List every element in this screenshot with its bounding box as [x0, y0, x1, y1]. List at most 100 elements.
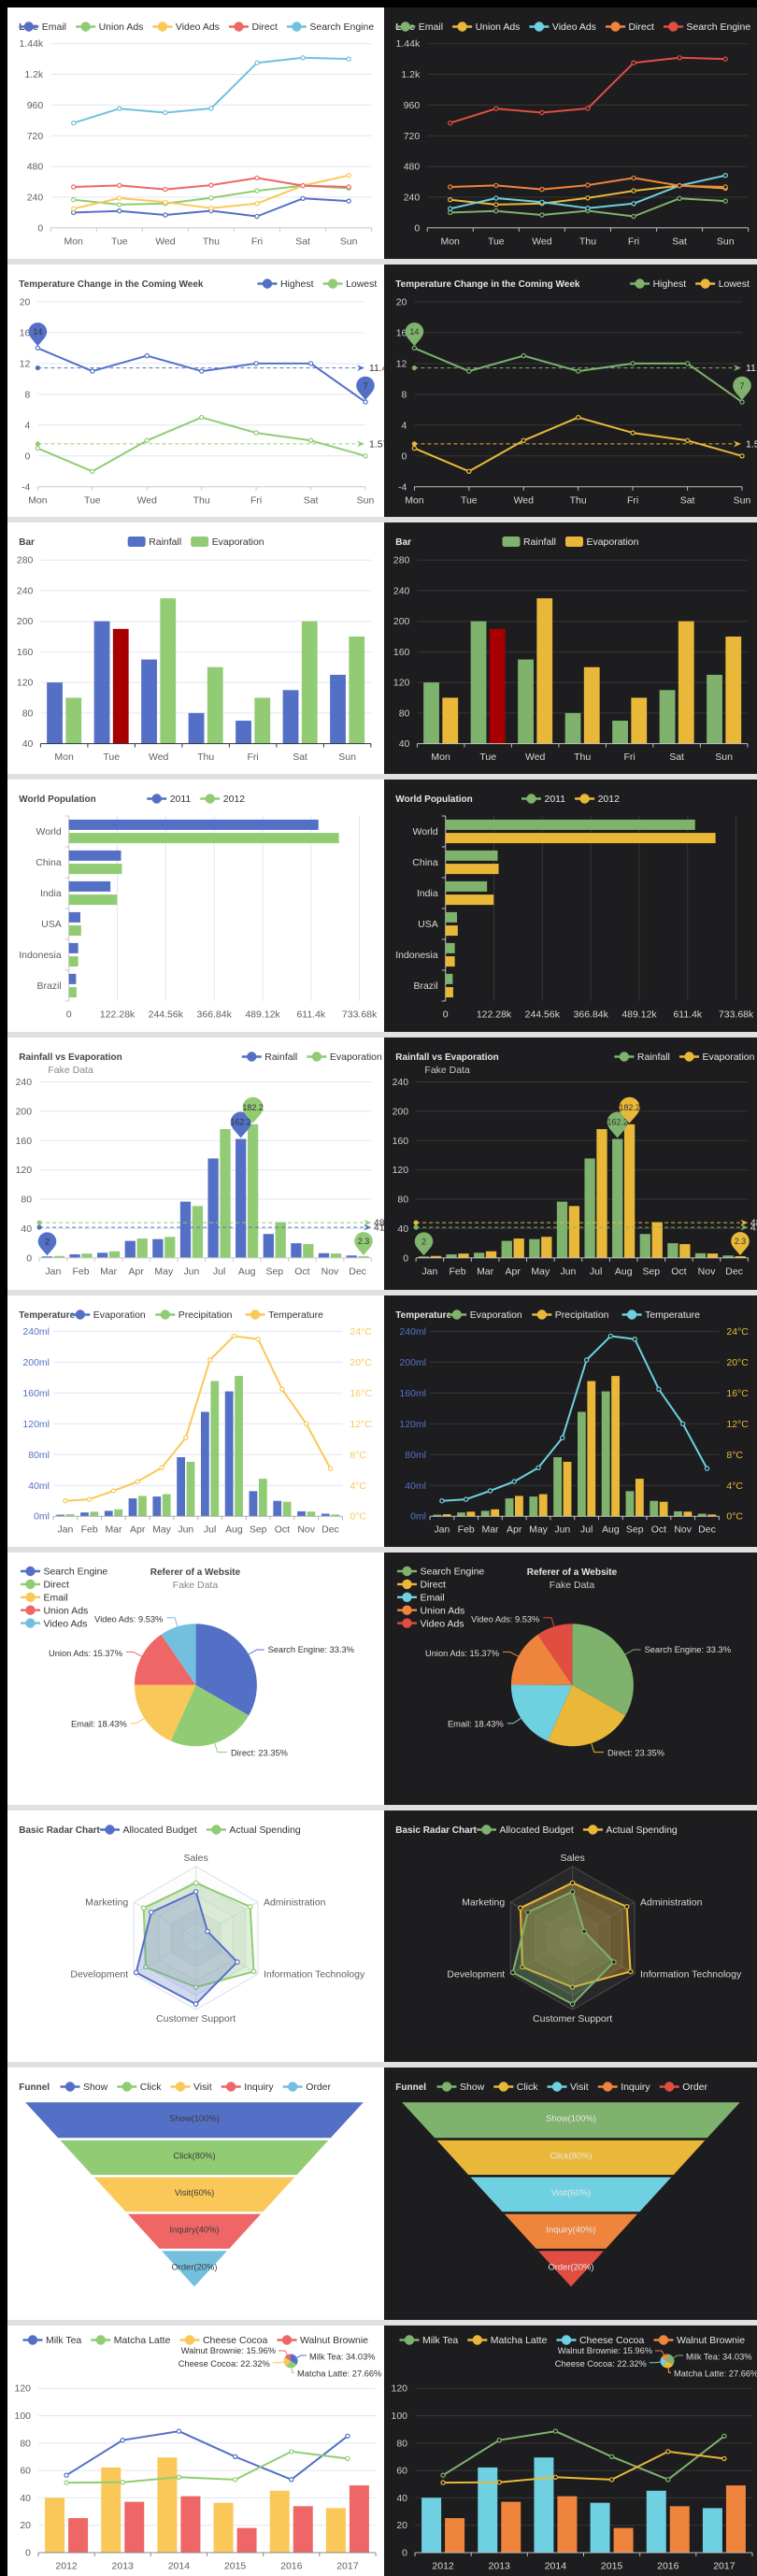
svg-text:Development: Development: [70, 1969, 128, 1980]
svg-text:0: 0: [65, 1010, 71, 1021]
svg-text:244.56k: 244.56k: [525, 1010, 561, 1021]
svg-text:Customer Support: Customer Support: [533, 2014, 612, 2025]
svg-text:Tue: Tue: [84, 495, 101, 506]
svg-text:Video Ads: Video Ads: [43, 1619, 87, 1629]
svg-text:Wed: Wed: [149, 752, 169, 763]
svg-text:366.84k: 366.84k: [196, 1010, 232, 1021]
svg-text:Sun: Sun: [339, 236, 357, 247]
svg-text:Feb: Feb: [449, 1267, 465, 1277]
svg-text:16°C: 16°C: [350, 1388, 372, 1398]
svg-text:Temperature: Temperature: [645, 1310, 700, 1321]
svg-text:Video Ads: 9.53%: Video Ads: 9.53%: [94, 1614, 163, 1624]
svg-text:240: 240: [404, 193, 421, 203]
svg-text:Visit: Visit: [193, 2083, 212, 2094]
svg-text:Video Ads: Video Ads: [175, 22, 219, 33]
svg-text:Thu: Thu: [202, 236, 219, 247]
svg-text:80: 80: [396, 2439, 407, 2449]
svg-text:Thu: Thu: [570, 495, 587, 506]
svg-text:Direct: Direct: [421, 1581, 446, 1591]
svg-text:2.3: 2.3: [357, 1237, 369, 1246]
svg-text:Mon: Mon: [405, 495, 424, 506]
svg-text:Sun: Sun: [715, 752, 733, 763]
svg-text:Thu: Thu: [197, 752, 214, 763]
svg-text:200ml: 200ml: [399, 1357, 426, 1367]
svg-text:733.68k: 733.68k: [719, 1010, 754, 1021]
svg-text:May: May: [529, 1524, 549, 1535]
svg-text:Sat: Sat: [672, 236, 687, 247]
svg-text:Inquiry(40%): Inquiry(40%): [546, 2225, 595, 2235]
svg-text:Matcha Latte: Matcha Latte: [113, 2336, 170, 2346]
svg-text:8°C: 8°C: [726, 1450, 743, 1460]
svg-text:Apr: Apr: [507, 1524, 522, 1535]
svg-text:16: 16: [19, 329, 30, 339]
svg-text:Lowest: Lowest: [719, 279, 750, 290]
svg-text:12: 12: [396, 360, 407, 370]
svg-text:2016: 2016: [280, 2561, 302, 2571]
svg-text:Sep: Sep: [249, 1524, 266, 1535]
svg-text:Precipitation: Precipitation: [555, 1310, 609, 1321]
svg-text:Sat: Sat: [303, 495, 318, 506]
svg-text:Tue: Tue: [461, 495, 478, 506]
svg-text:Evaporation: Evaporation: [211, 537, 264, 548]
svg-text:12: 12: [19, 360, 30, 370]
svg-text:0: 0: [403, 1253, 408, 1264]
svg-text:Union Ads: 15.37%: Union Ads: 15.37%: [49, 1649, 122, 1658]
svg-text:Customer Support: Customer Support: [156, 2014, 236, 2025]
svg-text:Cheese Cocoa: 22.32%: Cheese Cocoa: 22.32%: [178, 2359, 269, 2368]
svg-text:Dec: Dec: [698, 1524, 716, 1535]
svg-text:Sep: Sep: [626, 1524, 644, 1535]
svg-text:Order: Order: [682, 2083, 707, 2094]
svg-text:2017: 2017: [713, 2561, 735, 2571]
svg-text:12°C: 12°C: [350, 1419, 372, 1429]
svg-text:Rainfall: Rainfall: [523, 537, 556, 548]
svg-text:Email: Email: [421, 1594, 445, 1604]
svg-text:Fake Data: Fake Data: [424, 1066, 470, 1076]
svg-text:240: 240: [393, 1078, 409, 1088]
svg-text:Direct: 23.35%: Direct: 23.35%: [231, 1749, 288, 1758]
svg-text:366.84k: 366.84k: [574, 1010, 609, 1021]
svg-text:200ml: 200ml: [22, 1357, 50, 1367]
svg-text:Visit(60%): Visit(60%): [174, 2187, 214, 2197]
svg-text:Direct: 23.35%: Direct: 23.35%: [607, 1749, 664, 1758]
svg-text:120: 120: [393, 1166, 409, 1176]
svg-text:Fri: Fri: [247, 752, 258, 763]
svg-text:80: 80: [399, 708, 410, 719]
svg-text:Actual Spending: Actual Spending: [606, 1825, 678, 1836]
svg-text:China: China: [36, 858, 62, 868]
svg-text:Tue: Tue: [479, 752, 496, 763]
svg-text:240: 240: [393, 586, 410, 596]
svg-text:Union Ads: Union Ads: [43, 1607, 88, 1617]
svg-text:0: 0: [414, 223, 420, 234]
svg-text:960: 960: [404, 100, 421, 110]
svg-text:122.28k: 122.28k: [99, 1010, 135, 1021]
svg-text:280: 280: [393, 555, 410, 565]
svg-text:Rainfall vs Evaporation: Rainfall vs Evaporation: [19, 1052, 121, 1063]
svg-text:60: 60: [396, 2467, 407, 2477]
svg-text:Search Engine: Search Engine: [43, 1567, 107, 1578]
svg-text:USA: USA: [41, 920, 62, 930]
svg-text:48.07: 48.07: [750, 1219, 757, 1229]
svg-text:Show(100%): Show(100%): [546, 2113, 596, 2124]
svg-text:Sun: Sun: [338, 752, 356, 763]
svg-text:0ml: 0ml: [410, 1511, 426, 1522]
svg-text:40: 40: [20, 2494, 31, 2504]
svg-text:2015: 2015: [224, 2561, 246, 2571]
svg-text:Fri: Fri: [627, 495, 638, 506]
svg-text:Fri: Fri: [250, 495, 262, 506]
svg-text:160: 160: [393, 1137, 409, 1147]
svg-text:20: 20: [396, 298, 407, 308]
svg-text:Wed: Wed: [136, 495, 157, 506]
svg-text:Information Technology: Information Technology: [264, 1969, 365, 1980]
svg-text:Jul: Jul: [580, 1524, 593, 1535]
svg-text:Show: Show: [460, 2083, 485, 2094]
svg-text:Mon: Mon: [431, 752, 450, 763]
svg-text:Walnut Brownie: Walnut Brownie: [300, 2336, 368, 2346]
svg-text:Administration: Administration: [640, 1897, 703, 1908]
svg-text:720: 720: [404, 131, 421, 141]
svg-text:120ml: 120ml: [22, 1419, 50, 1429]
svg-text:2012: 2012: [598, 795, 620, 806]
svg-text:Referer of a Website: Referer of a Website: [150, 1567, 240, 1578]
svg-text:Aug: Aug: [615, 1267, 633, 1277]
svg-text:16: 16: [396, 329, 407, 339]
svg-text:Sat: Sat: [680, 495, 695, 506]
